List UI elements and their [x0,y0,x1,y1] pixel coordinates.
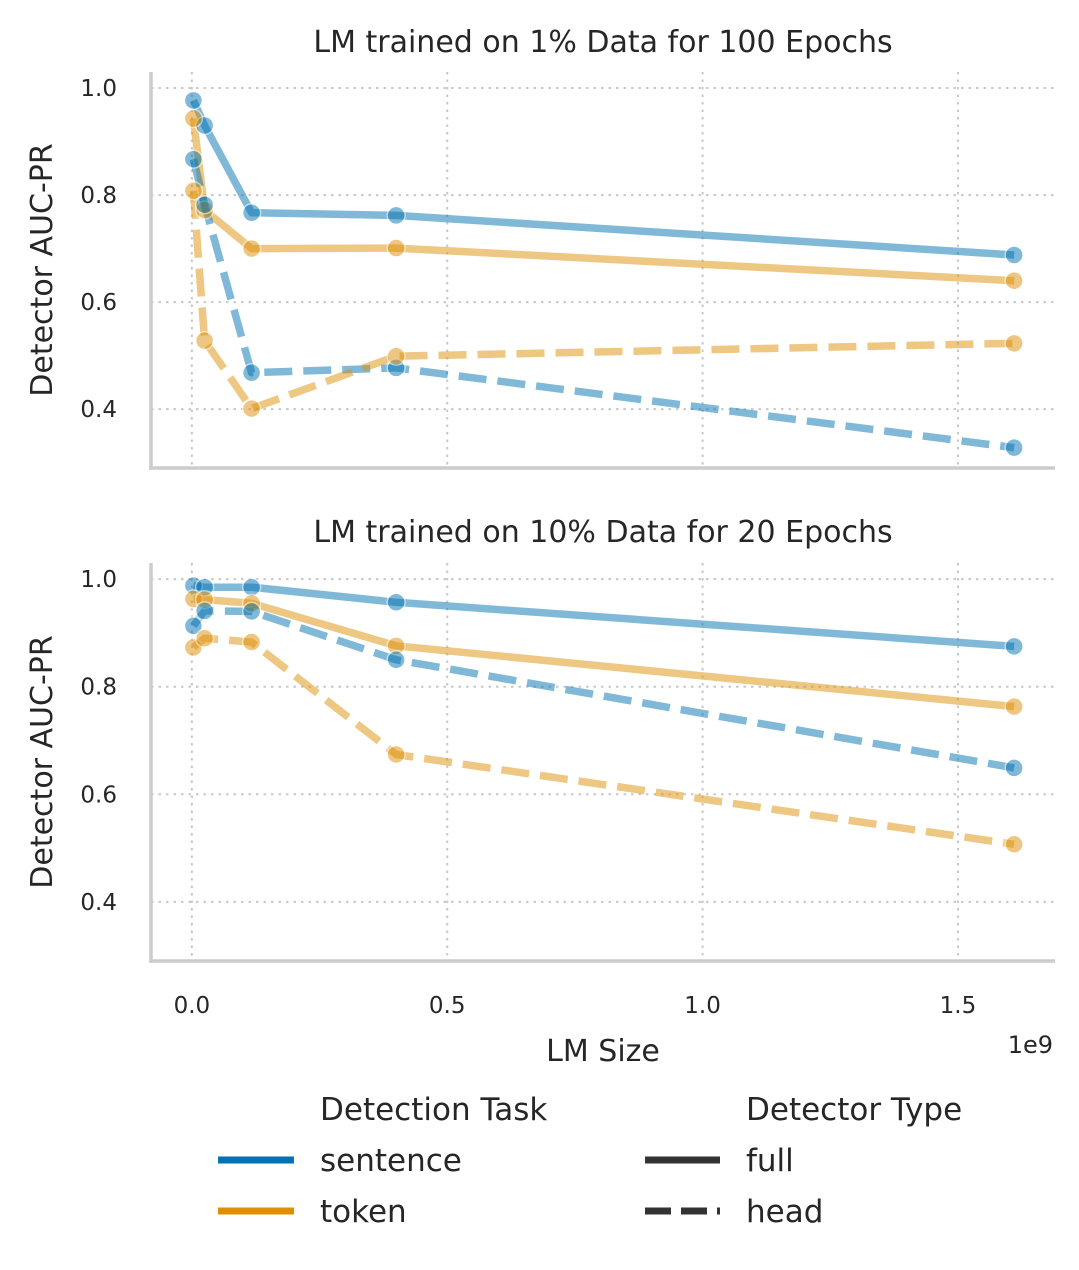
data-point-sentence-head [183,616,204,636]
x-tick-label: 1.5 [940,993,977,1019]
x-axis-offset-label: 1e9 [1008,1031,1053,1059]
data-point-sentence-head [386,650,406,670]
chart-panel-2: LM trained on 10% Data for 20 Epochs Dete… [25,515,1055,1069]
legend-label-sentence: sentence [320,1143,462,1179]
data-point-sentence-full [183,90,204,111]
legend-label-full: full [746,1143,794,1179]
data-point-sentence-head [1004,437,1024,458]
series-line-sentence-full [192,581,1015,651]
data-point-sentence-head [194,194,215,215]
x-tick-label: 1.0 [684,993,721,1019]
data-point-sentence-head [1004,758,1024,778]
data-point-sentence-head [241,362,262,383]
y-tick-label: 1.0 [80,76,117,102]
data-point-token-full [183,108,204,129]
legend-task-title: Detection Task [320,1092,547,1128]
data-point-sentence-full [1004,636,1024,657]
y-tick-label: 0.6 [80,290,117,316]
data-point-token-head [1004,834,1024,855]
data-point-token-full [241,238,262,259]
data-point-sentence-head [194,601,215,621]
data-point-token-head [386,346,406,366]
legend: Detection Task sentence token Detector T… [218,1092,962,1230]
series-line-token-full [189,118,1015,285]
y-axis-label: Detector AUC-PR [25,143,60,396]
y-tick-label: 1.0 [80,567,117,593]
y-tick-label: 0.6 [80,782,117,808]
chart-title: LM trained on 10% Data for 20 Epochs [313,515,892,550]
legend-type-title: Detector Type [746,1092,962,1128]
series-line-sentence-full [189,98,1015,259]
data-point-sentence-head [183,149,204,169]
data-point-sentence-full [241,202,262,223]
data-point-token-full [1004,270,1024,291]
x-axis-label: LM Size [546,1034,660,1069]
chart-panel-1: LM trained on 1% Data for 100 Epochs Dete… [25,25,1055,470]
y-tick-label: 0.8 [80,183,117,209]
data-point-sentence-full [386,205,406,226]
x-tick-label: 0.0 [174,993,211,1019]
x-tick-label: 0.5 [429,993,466,1019]
data-point-token-head [1004,333,1024,354]
data-point-sentence-head [241,601,262,622]
chart-panels: LM trained on 1% Data for 100 Epochs Dete… [25,25,1055,1069]
data-point-token-head [194,330,215,351]
data-point-sentence-full [241,577,262,597]
data-point-token-head [241,632,262,652]
y-axis-label: Detector AUC-PR [25,635,60,888]
y-tick-label: 0.4 [80,890,117,916]
legend-label-head: head [746,1194,823,1230]
data-point-token-head [183,181,204,201]
y-tick-label: 0.4 [80,397,117,423]
chart-title: LM trained on 1% Data for 100 Epochs [313,25,892,60]
series-line-token-head [189,190,1015,413]
series-line-sentence-head [189,158,1015,452]
data-point-sentence-full [386,592,406,613]
data-point-token-head [241,398,262,419]
legend-label-token: token [320,1194,407,1230]
data-point-token-full [1004,696,1024,717]
data-point-sentence-full [1004,245,1024,265]
y-tick-label: 0.8 [80,675,117,701]
data-point-token-full [386,238,406,258]
data-point-token-head [194,628,215,649]
data-point-token-head [386,744,406,765]
